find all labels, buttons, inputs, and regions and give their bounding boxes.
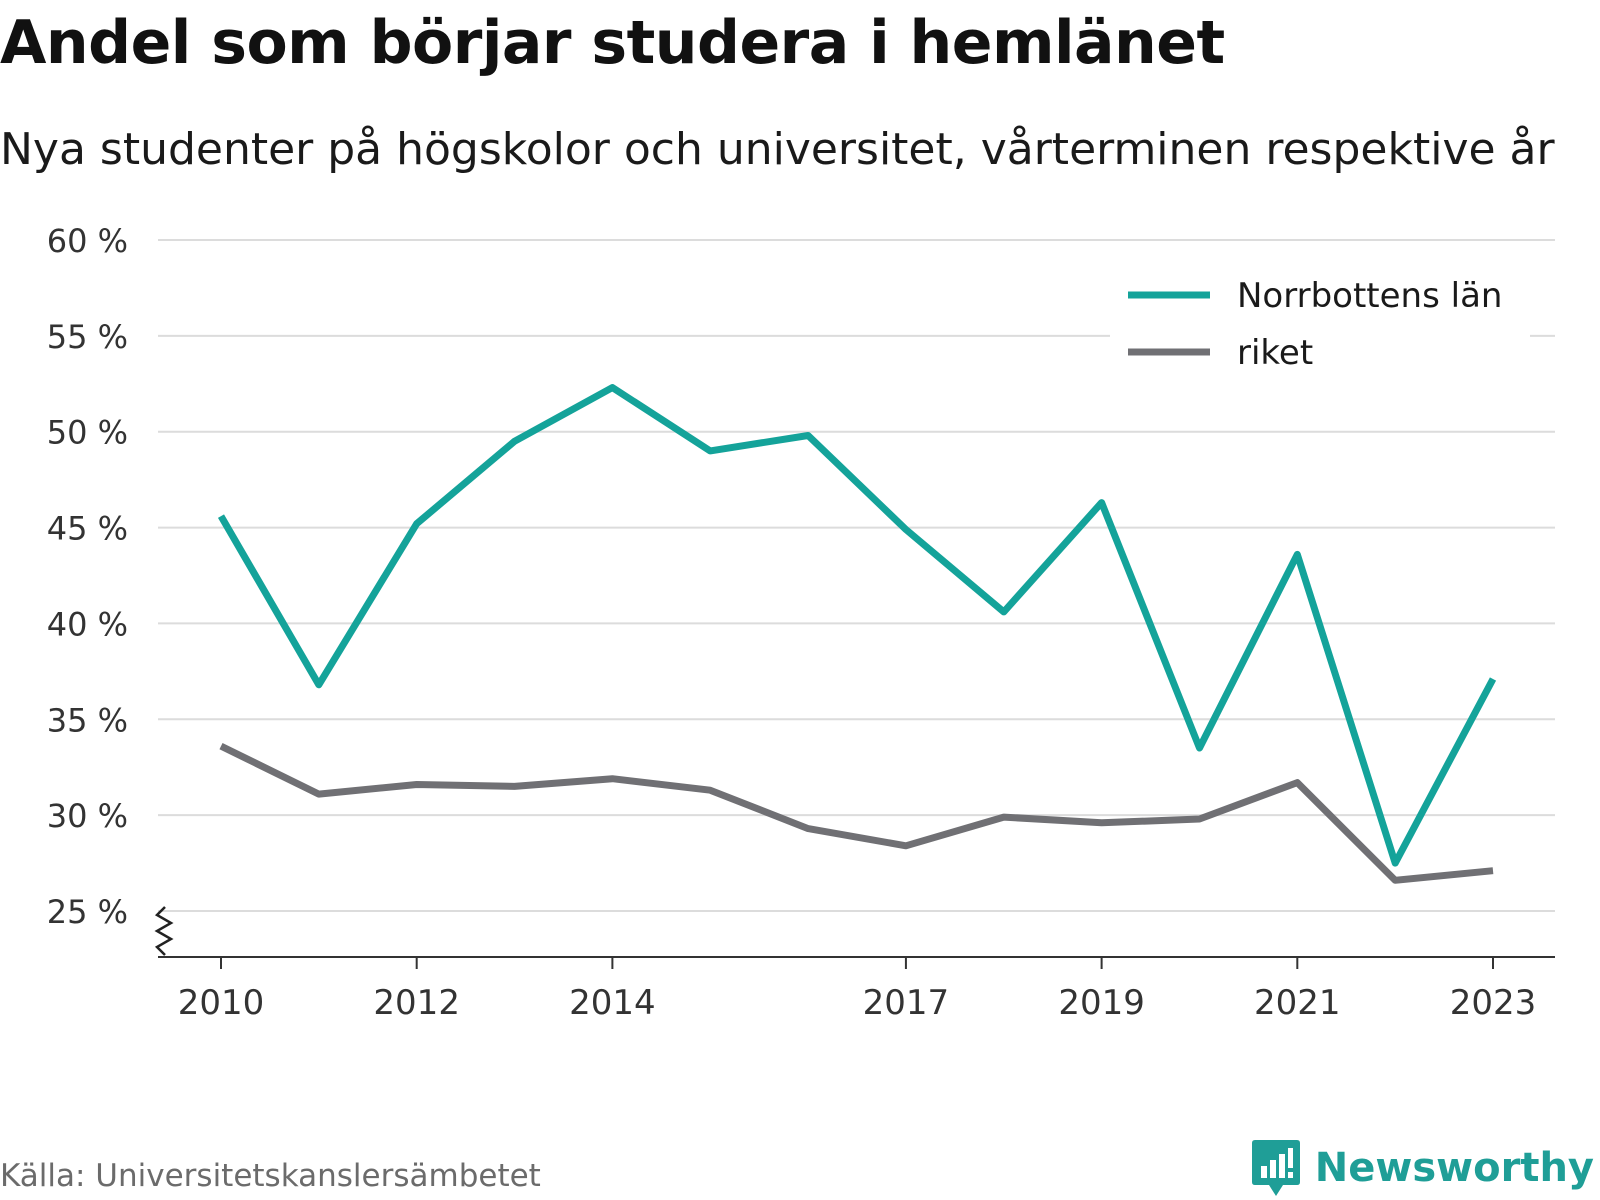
y-tick-label: 55 % [47,318,128,356]
x-tick-label: 2014 [569,983,656,1023]
x-tick-label: 2010 [178,983,265,1023]
y-tick-label: 40 % [47,605,128,643]
legend-background [1110,268,1530,378]
legend-label: Norrbottens län [1237,276,1502,316]
legend-label: riket [1237,333,1313,373]
brand-name: Newsworthy [1314,1145,1594,1191]
axis-break-icon [154,906,174,956]
y-tick-label: 35 % [47,701,128,739]
chart-title: Andel som börjar studera i hemlänet [0,8,1225,78]
chart-subtitle: Nya studenter på högskolor och universit… [0,124,1555,175]
series-line-riket [219,742,1494,884]
x-tick-label: 2019 [1058,983,1145,1023]
y-tick-label: 50 % [47,414,128,452]
bar-chart-speech-bubble-icon [1251,1140,1300,1196]
x-tick-label: 2021 [1254,983,1341,1023]
series-line-norrbottens-lan [217,384,1497,867]
y-tick-label: 60 % [47,222,128,260]
y-tick-label: 30 % [47,797,128,835]
source-note: Källa: Universitetskanslersämbetet [0,1158,541,1194]
brand-logo: Newsworthy [1251,1138,1594,1198]
y-axis-labels: 25 % 30 % 35 % 40 % 45 % 50 % 55 % 60 % [47,222,128,931]
x-axis [154,906,1555,958]
x-tick-label: 2017 [863,983,950,1023]
y-tick-label: 25 % [47,893,128,931]
x-tick-label: 2023 [1450,983,1537,1023]
x-tick-label: 2012 [373,983,460,1023]
legend: Norrbottens län riket [1110,268,1530,378]
series-lines [217,384,1497,884]
y-tick-label: 45 % [47,510,128,548]
x-axis-ticks: 2010 2012 2014 2017 2019 2021 2023 [178,957,1537,1023]
